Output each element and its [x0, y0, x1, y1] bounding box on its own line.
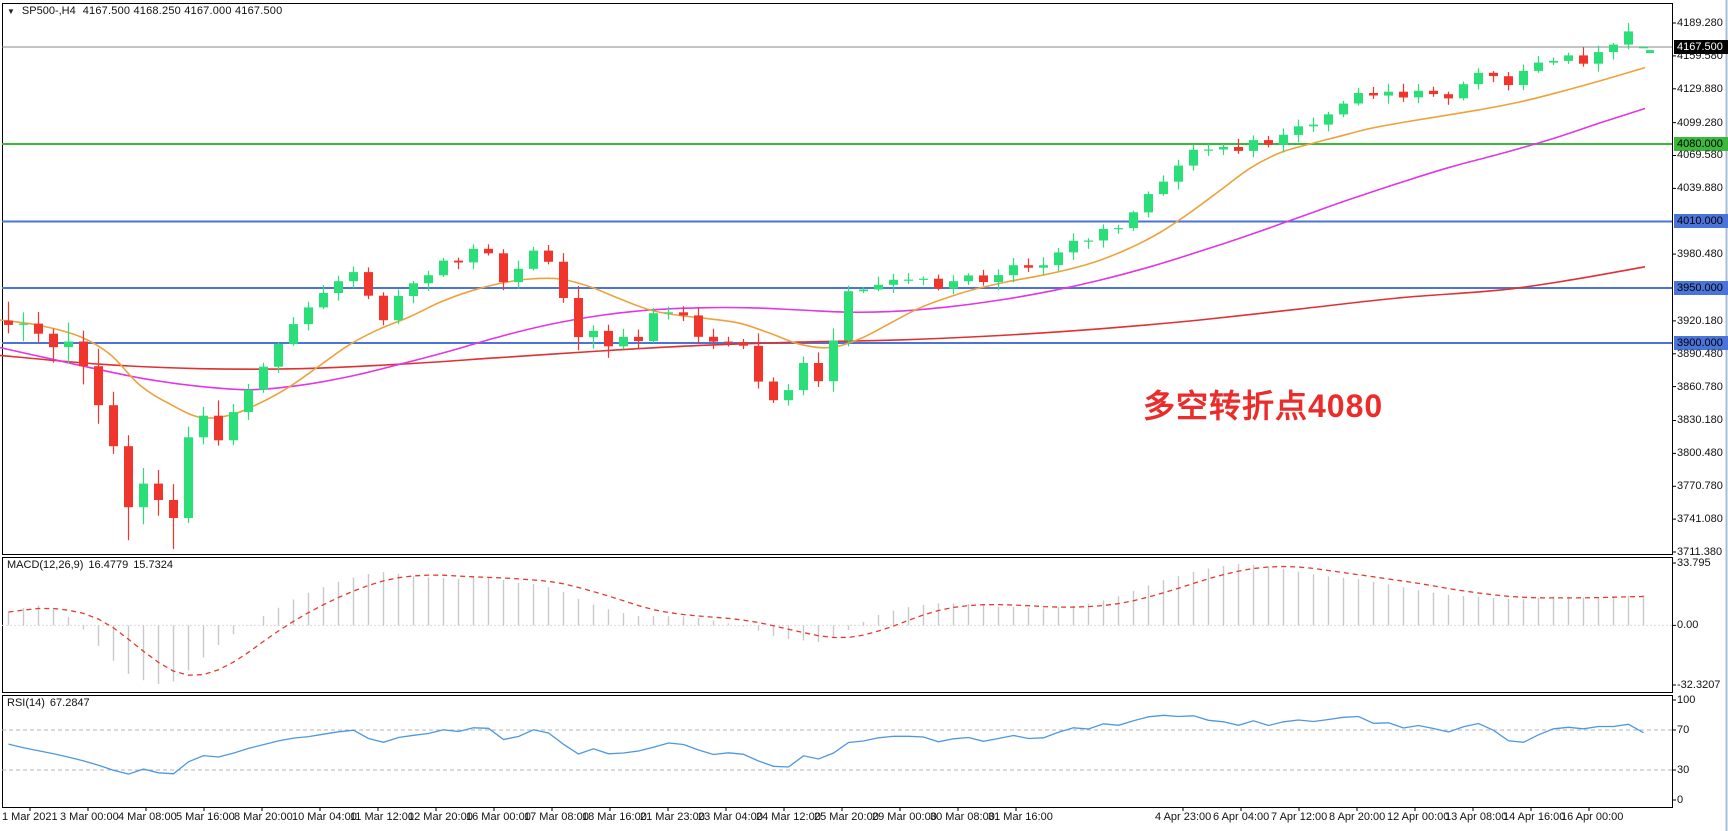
axis-ticks: [29, 22, 1676, 811]
time-axis-label: 8 Apr 20:00: [1329, 811, 1386, 823]
macd-signal-value: 15.7324: [133, 559, 173, 571]
time-axis-label: 21 Mar 23:00: [640, 811, 705, 823]
symbol-dropdown-icon[interactable]: ▼: [7, 6, 15, 16]
time-axis-label: 29 Mar 00:00: [872, 811, 937, 823]
rsi-axis-label: 70: [1677, 724, 1690, 736]
time-axis-label: 17 Mar 08:00: [524, 811, 589, 823]
price-axis-label: 3950.000: [1674, 281, 1728, 295]
price-axis-label: 3800.480: [1677, 447, 1723, 459]
macd-axis-label: 0.00: [1677, 619, 1699, 631]
time-axis-label: 5 Mar 16:00: [176, 811, 235, 823]
price-axis-label: 3770.780: [1677, 480, 1723, 492]
price-axis-label: 4099.280: [1677, 117, 1723, 129]
rsi-line: [8, 714, 1644, 775]
time-axis-label: 18 Mar 16:00: [582, 811, 647, 823]
time-axis-label: 4 Mar 08:00: [118, 811, 177, 823]
time-axis-label: 31 Mar 16:00: [988, 811, 1053, 823]
price-axis-label: 4069.580: [1677, 149, 1723, 161]
price-axis-label: 4189.280: [1677, 17, 1723, 29]
price-axis-label: 4167.500: [1674, 40, 1728, 54]
price-axis-label: 3711.380: [1677, 546, 1723, 558]
price-axis-label: 3890.480: [1677, 348, 1723, 360]
price-axis-label: 4129.880: [1677, 83, 1723, 95]
time-axis-label: 10 Mar 04:00: [292, 811, 357, 823]
macd-axis-label: 33.795: [1677, 557, 1711, 569]
price-axis-label: 3860.780: [1677, 381, 1723, 393]
time-axis-label: 16 Mar 00:00: [466, 811, 531, 823]
time-axis-label: 23 Mar 04:00: [698, 811, 763, 823]
time-axis-label: 3 Mar 00:00: [60, 811, 119, 823]
rsi-indicator-label: RSI(14) 67.2847: [7, 697, 90, 709]
rsi-value: 67.2847: [49, 697, 90, 709]
time-axis-label: 14 Apr 16:00: [1503, 811, 1566, 823]
rsi-name: RSI(14): [7, 697, 45, 709]
macd-axis-label: -32.3207: [1677, 679, 1721, 691]
rsi-axis-label: 0: [1677, 794, 1684, 806]
price-axis-label: 4080.000: [1674, 137, 1728, 151]
time-axis-label: 6 Apr 04:00: [1213, 811, 1270, 823]
macd-indicator-label: MACD(12,26,9) 16.4779 15.7324: [7, 559, 173, 571]
chart-header: ▼ SP500-,H4 4167.500 4168.250 4167.000 4…: [7, 4, 282, 18]
current-price-marker: [1646, 50, 1654, 54]
ma-fast-line: [0, 66, 1646, 419]
price-axis-label: 3980.480: [1677, 248, 1723, 260]
ma-mid-line: [0, 107, 1646, 391]
macd-name: MACD(12,26,9): [7, 559, 84, 571]
time-axis-label: 16 Apr 00:00: [1561, 811, 1624, 823]
time-axis-label: 1 Mar 2021: [2, 811, 58, 823]
time-axis-label: 24 Mar 12:00: [756, 811, 821, 823]
time-axis-label: 8 Mar 20:00: [234, 811, 293, 823]
time-axis-label: 25 Mar 20:00: [814, 811, 879, 823]
price-axis-label: 4039.880: [1677, 182, 1723, 194]
ohlc-values: 4167.500 4168.250 4167.000 4167.500: [82, 5, 283, 17]
macd-signal-line: [8, 565, 1644, 676]
time-axis-label: 12 Mar 20:00: [408, 811, 473, 823]
candles: [4, 23, 1648, 550]
time-axis-label: 12 Apr 00:00: [1387, 811, 1450, 823]
time-axis-label: 7 Apr 12:00: [1271, 811, 1328, 823]
time-axis-label: 4 Apr 23:00: [1155, 811, 1212, 823]
price-axis-label: 3920.180: [1677, 315, 1723, 327]
price-axis-label: 4159.580: [1677, 50, 1723, 62]
price-axis-label: 3900.000: [1674, 336, 1728, 350]
rsi-axis-label: 30: [1677, 764, 1690, 776]
price-axis-label: 4010.000: [1674, 214, 1728, 228]
time-axis-label: 11 Mar 12:00: [350, 811, 415, 823]
time-axis-label: 13 Apr 08:00: [1445, 811, 1508, 823]
rsi-axis-label: 100: [1677, 694, 1696, 706]
time-axis-label: 30 Mar 08:00: [930, 811, 995, 823]
macd-main-value: 16.4779: [88, 559, 129, 571]
price-axis-label: 3830.180: [1677, 414, 1723, 426]
symbol-period-label: SP500-,H4: [21, 5, 76, 17]
annotation-text: 多空转折点4080: [1143, 388, 1384, 424]
price-axis-label: 3741.080: [1677, 513, 1723, 525]
macd-histogram: [7, 564, 1645, 685]
